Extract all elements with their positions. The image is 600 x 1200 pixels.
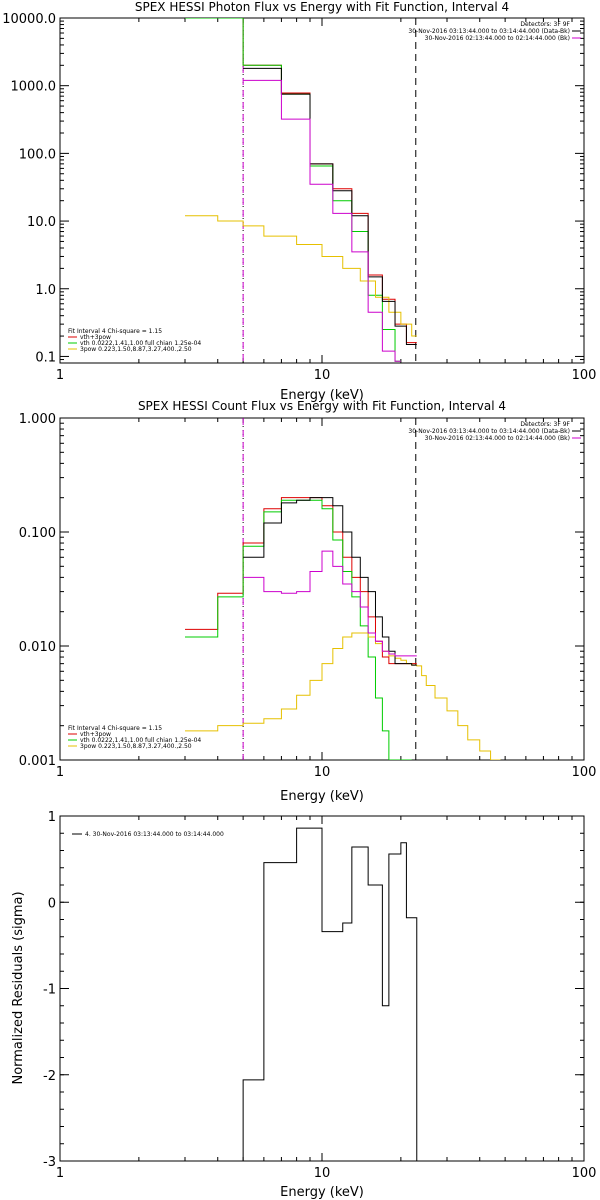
p0-yticks: 0.1 1.0 10.0 100.0 1000.0 10000.0: [2, 12, 584, 365]
p1-series-2: [185, 632, 501, 760]
p2-xticks: 1 10 100: [56, 816, 597, 1181]
p0-axes-frame: [59, 17, 585, 364]
p2-ytick-label: -1: [43, 983, 56, 998]
p0-legend: Fit Interval 4 Chi-square = 1.15vth+3pow…: [68, 328, 201, 353]
p2-series-group: [242, 827, 418, 1161]
p1-ytick-label: 0.100: [19, 526, 56, 541]
p0-info-line: Detectors: 3F 9F: [520, 21, 570, 28]
p0-series-4: [243, 79, 401, 362]
p2-xlabel: Energy (keV): [280, 1185, 364, 1200]
p1-xticks: 1 10 100: [56, 418, 597, 780]
p0-xticks: 1 10 100: [56, 18, 597, 383]
p0-title: SPEX HESSI Photon Flux vs Energy with Fi…: [135, 0, 509, 14]
p0-ytick-label: 0.1: [35, 350, 56, 365]
p1-fit-header: Fit Interval 4 Chi-square = 1.15: [68, 725, 162, 732]
p2-xtick-label: 100: [572, 1166, 597, 1181]
p1-series-1: [185, 499, 412, 760]
p1-xlabel: Energy (keV): [280, 789, 364, 804]
p1-yticks: 0.001 0.010 0.100 1.000: [19, 412, 584, 769]
residuals-panel: Energy (keV) Normalized Residuals (sigma…: [11, 810, 596, 1200]
p1-title: SPEX HESSI Count Flux vs Energy with Fit…: [138, 399, 506, 413]
p0-legend-label: 3pow 0.223,1.50,8.87,3.27,400.,2.50: [80, 346, 192, 353]
p1-legend: Fit Interval 4 Chi-square = 1.15vth+3pow…: [68, 725, 201, 750]
p0-xtick-label: 10: [314, 368, 331, 383]
p2-ytick-label: 0: [48, 896, 56, 911]
p0-info-line: 30-Nov-2016 03:13:44.000 to 03:14:44.000…: [408, 28, 570, 35]
p2-ytick-label: -3: [43, 1155, 56, 1170]
p1-series-group: [185, 497, 501, 760]
p2-ylabel: Normalized Residuals (sigma): [11, 891, 26, 1084]
p1-series-4: [243, 550, 417, 657]
p1-info-line: 30-Nov-2016 03:13:44.000 to 03:14:44.000…: [408, 428, 570, 435]
p1-xtick-label: 1: [56, 765, 64, 780]
p0-series-group: [185, 18, 417, 362]
p0-legend-label: vth 0.0222,1.41,1.00 full chian 1.25e-04: [80, 340, 201, 347]
p0-xlabel: Energy (keV): [280, 388, 364, 403]
p1-series-3: [243, 497, 417, 666]
p2-xtick-label: 1: [56, 1166, 64, 1181]
p0-info-line: 30-Nov-2016 02:13:44.000 to 02:14:44.000…: [425, 35, 570, 42]
p2-xtick-label: 10: [314, 1166, 331, 1181]
p0-xtick-label: 1: [56, 368, 64, 383]
p1-legend-label: vth+3pow: [80, 731, 111, 738]
p2-legend-label: 4. 30-Nov-2016 03:13:44.000 to 03:14:44.…: [85, 831, 224, 838]
p1-info-line: Detectors: 3F 9F: [520, 421, 570, 428]
p0-series-2: [185, 215, 417, 337]
p0-ytick-label: 1.0: [35, 283, 56, 298]
p0-fit-header: Fit Interval 4 Chi-square = 1.15: [68, 328, 162, 335]
p0-ytick-label: 10000.0: [2, 12, 56, 27]
p0-xtick-label: 100: [572, 368, 597, 383]
p1-xtick-label: 10: [314, 765, 331, 780]
p1-axes-frame: [59, 417, 585, 761]
p1-legend-label: vth 0.0222,1.41,1.00 full chian 1.25e-04: [80, 737, 201, 744]
p0-series-3: [243, 67, 417, 346]
photon-flux-panel: SPEX HESSI Photon Flux vs Energy with Fi…: [2, 0, 596, 403]
p1-ytick-label: 1.000: [19, 412, 56, 427]
p1-info-line: 30-Nov-2016 02:13:44.000 to 02:14:44.000…: [425, 435, 570, 442]
p2-legend: 4. 30-Nov-2016 03:13:44.000 to 03:14:44.…: [72, 831, 224, 838]
p0-legend-label: vth+3pow: [80, 334, 111, 341]
p0-ytick-label: 1000.0: [11, 80, 57, 95]
p0-ytick-label: 10.0: [27, 215, 56, 230]
p2-ytick-label: -2: [43, 1069, 56, 1084]
p2-yticks: -3 -2 -1 0 1: [43, 810, 584, 1170]
p1-ytick-label: 0.010: [19, 640, 56, 655]
p1-ytick-label: 0.001: [19, 754, 56, 769]
p2-series-0: [242, 827, 418, 1161]
p1-xtick-label: 100: [572, 765, 597, 780]
p1-series-0: [185, 497, 417, 665]
p2-ytick-label: 1: [48, 810, 56, 825]
p1-legend-label: 3pow 0.223,1.50,8.87,3.27,400.,2.50: [80, 743, 192, 750]
p0-ytick-label: 100.0: [19, 147, 56, 162]
count-flux-panel: SPEX HESSI Count Flux vs Energy with Fit…: [19, 399, 597, 804]
